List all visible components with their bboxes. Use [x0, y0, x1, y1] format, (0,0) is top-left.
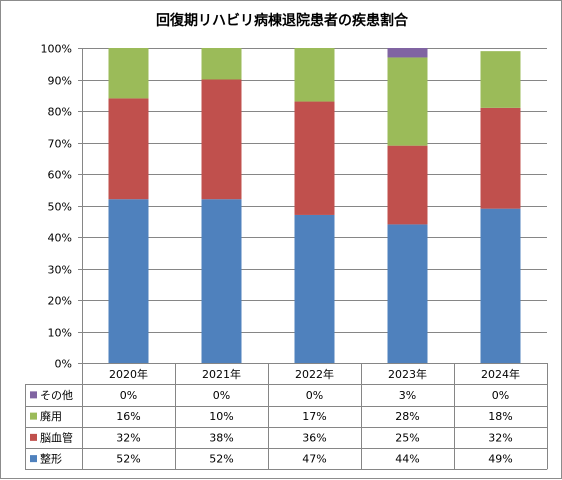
ytick-label-3: 30% [48, 264, 72, 277]
legend-key-series-0 [30, 455, 37, 463]
data-label-series-0-2021: 52% [209, 453, 233, 466]
data-label-series-3-2024: 0% [492, 389, 509, 402]
bar-2023-series-1 [387, 145, 428, 225]
bar-2023-series-3 [387, 48, 428, 58]
category-label-2020: 2020年 [109, 367, 148, 381]
data-label-series-2-2020: 16% [116, 410, 140, 423]
data-label-series-0-2023: 44% [395, 453, 419, 466]
bar-2021-series-0 [201, 199, 242, 363]
data-label-series-2-2024: 18% [488, 410, 512, 423]
bar-2021-series-1 [201, 79, 242, 200]
data-label-series-1-2022: 36% [302, 431, 326, 444]
bars [108, 48, 521, 363]
legend-key-series-1 [30, 433, 37, 441]
data-label-series-2-2022: 17% [302, 410, 326, 423]
ytick-label-4: 40% [48, 232, 72, 245]
data-label-series-0-2020: 52% [116, 453, 140, 466]
data-label-series-0-2022: 47% [302, 453, 326, 466]
data-label-series-3-2023: 3% [399, 389, 416, 402]
bar-2022-series-0 [294, 214, 335, 363]
ytick-label-8: 80% [48, 106, 72, 119]
legend-label-series-0: 整形 [40, 452, 62, 466]
data-label-series-1-2021: 38% [209, 431, 233, 444]
data-label-series-2-2021: 10% [209, 410, 233, 423]
legend-key-series-2 [30, 412, 37, 420]
bar-2024-series-0 [480, 208, 521, 363]
ytick-label-1: 10% [48, 327, 72, 340]
bar-2024-series-2 [480, 51, 521, 108]
bar-2022-series-2 [294, 48, 335, 102]
ytick-label-2: 20% [48, 295, 72, 308]
ytick-label-5: 50% [48, 201, 72, 214]
category-label-2023: 2023年 [388, 367, 427, 381]
bar-2023-series-0 [387, 224, 428, 363]
data-label-series-1-2024: 32% [488, 431, 512, 444]
ytick-label-6: 60% [48, 169, 72, 182]
legend-label-series-1: 脳血管 [40, 430, 73, 444]
data-label-series-3-2021: 0% [213, 389, 230, 402]
ytick-label-7: 70% [48, 138, 72, 151]
bar-2020-series-0 [108, 199, 149, 363]
bar-2020-series-2 [108, 48, 149, 99]
ytick-label-9: 90% [48, 75, 72, 88]
data-label-series-1-2020: 32% [116, 431, 140, 444]
legend-label-series-2: 廃用 [40, 409, 62, 423]
data-label-series-1-2023: 25% [395, 431, 419, 444]
legend-key-series-3 [30, 391, 37, 399]
bar-2021-series-2 [201, 48, 242, 80]
bar-2020-series-1 [108, 98, 149, 200]
category-label-2024: 2024年 [481, 367, 520, 381]
ytick-label-10: 100% [41, 43, 72, 56]
data-label-series-0-2024: 49% [488, 453, 512, 466]
category-label-2022: 2022年 [295, 367, 334, 381]
bar-2024-series-1 [480, 107, 521, 209]
data-label-series-3-2020: 0% [120, 389, 137, 402]
chart-title: 回復期リハビリ病棟退院患者の疾患割合 [156, 12, 409, 29]
data-label-series-3-2022: 0% [306, 389, 323, 402]
bar-2023-series-2 [387, 57, 428, 146]
bar-2022-series-1 [294, 101, 335, 215]
ytick-label-0: 0% [55, 358, 72, 371]
legend-label-series-3: その他 [40, 389, 73, 402]
y-axis-ticks: 0% 10% 20% 30% 40% 50% 60% 70% 80% 90% 100% [41, 43, 72, 371]
category-label-2021: 2021年 [202, 367, 241, 381]
data-label-series-2-2023: 28% [395, 410, 419, 423]
